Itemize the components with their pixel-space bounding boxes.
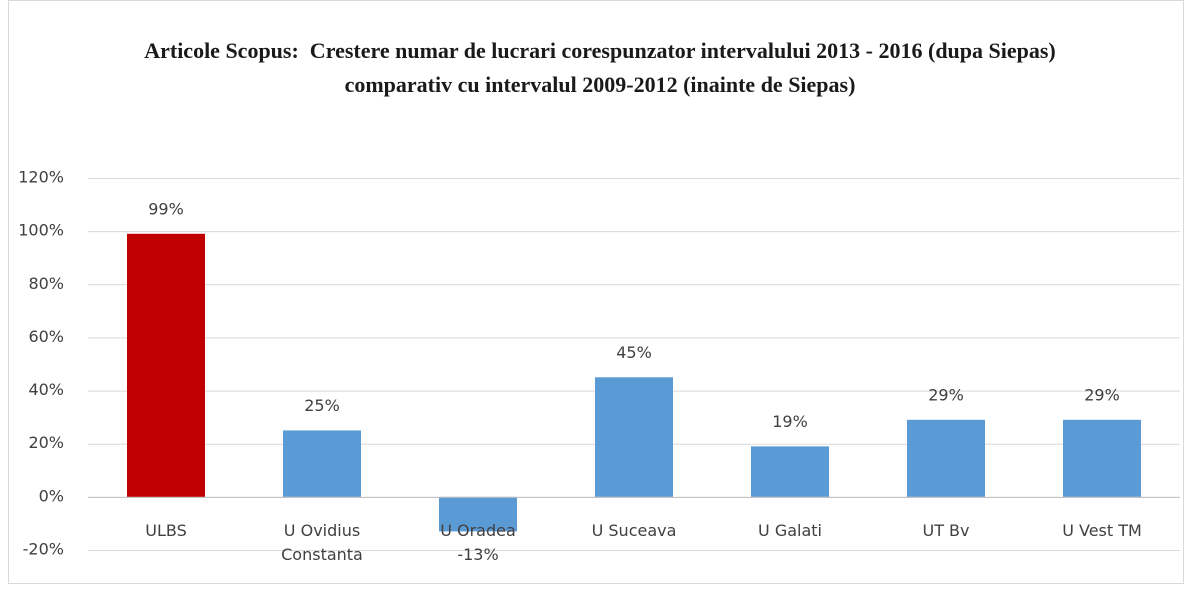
y-tick-label: 120% bbox=[18, 168, 64, 187]
x-tick-label: U Suceava bbox=[591, 521, 677, 540]
value-label: 25% bbox=[304, 396, 340, 415]
y-tick-label: -20% bbox=[23, 540, 64, 559]
bar bbox=[127, 233, 205, 497]
bar bbox=[283, 430, 361, 497]
chart-title: Articole Scopus: Crestere numar de lucra… bbox=[144, 38, 1062, 97]
bar bbox=[751, 446, 829, 497]
x-tick-label: UT Bv bbox=[922, 521, 970, 540]
x-tick-label: ULBS bbox=[145, 521, 187, 540]
x-tick-label: U Oradea bbox=[440, 521, 516, 540]
x-tick-label: U Vest TM bbox=[1062, 521, 1142, 540]
chart-border bbox=[8, 0, 1184, 584]
x-tick-label: U Galati bbox=[758, 521, 822, 540]
value-label: 99% bbox=[148, 199, 184, 218]
value-label: 19% bbox=[772, 412, 808, 431]
value-label: 45% bbox=[616, 343, 652, 362]
value-label: 29% bbox=[928, 385, 964, 404]
x-tick-label: U Ovidius Constanta bbox=[281, 521, 363, 564]
y-tick-label: 40% bbox=[28, 380, 64, 399]
bar bbox=[439, 496, 517, 532]
y-tick-label: 60% bbox=[28, 327, 64, 346]
y-tick-label: 80% bbox=[28, 274, 64, 293]
value-label: 29% bbox=[1084, 385, 1120, 404]
value-label: -13% bbox=[457, 545, 498, 564]
y-tick-label: 0% bbox=[39, 486, 64, 505]
bar bbox=[907, 419, 985, 497]
bar bbox=[1063, 419, 1141, 497]
bar bbox=[595, 377, 673, 497]
y-tick-label: 20% bbox=[28, 433, 64, 452]
y-tick-label: 100% bbox=[18, 221, 64, 240]
